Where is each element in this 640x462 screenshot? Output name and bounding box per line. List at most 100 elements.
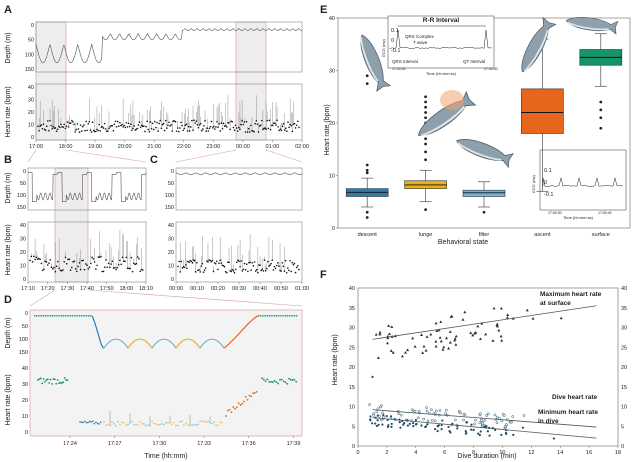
hr-point-a bbox=[38, 129, 40, 132]
point-dive-hr bbox=[433, 419, 437, 423]
point-dive-hr bbox=[504, 423, 508, 426]
hr-point-c bbox=[244, 268, 247, 271]
data-layer bbox=[28, 16, 624, 440]
panel-f-x-tick: 6 bbox=[443, 450, 446, 456]
hr-point-a bbox=[166, 127, 168, 129]
hr-point-lunge bbox=[139, 421, 141, 423]
hr-point-a bbox=[91, 121, 94, 123]
hr-point-a bbox=[39, 125, 41, 127]
hr-point-c bbox=[201, 262, 204, 265]
hr-point-lunge bbox=[165, 422, 167, 424]
hr-point-c bbox=[281, 262, 284, 264]
x-tick-a: 19:00 bbox=[88, 144, 102, 150]
hr-point-c bbox=[289, 259, 291, 262]
hr-point-c bbox=[267, 260, 269, 263]
hr-point-surface bbox=[59, 381, 62, 384]
point-dive-hr bbox=[493, 413, 497, 417]
hr-point-ascent bbox=[230, 411, 233, 414]
hr-point-c bbox=[293, 262, 296, 265]
hr-point-b bbox=[30, 255, 33, 258]
panel-f-x-tick: 4 bbox=[414, 450, 417, 456]
hr-point-ascent bbox=[252, 392, 254, 395]
hr-point-b bbox=[88, 266, 91, 269]
hr-point-surface bbox=[49, 378, 52, 381]
hr-point-a bbox=[174, 120, 177, 123]
point-dive-hr bbox=[485, 414, 488, 417]
hr-point-b bbox=[96, 264, 98, 267]
point-dive-hr bbox=[422, 417, 425, 421]
hr-point-b bbox=[62, 269, 64, 271]
hr-point-a bbox=[255, 119, 258, 122]
hr-point-b bbox=[119, 259, 121, 262]
hr-point-lunge bbox=[181, 420, 183, 422]
x-tick-a: 00:00 bbox=[236, 144, 250, 150]
point-max-surface bbox=[474, 331, 478, 334]
point-max-surface bbox=[385, 341, 389, 345]
hr-point-lunge bbox=[145, 425, 147, 427]
hr-point-c bbox=[259, 264, 261, 266]
depth-tick-a: 150 bbox=[25, 67, 34, 73]
hr-point-surface bbox=[62, 381, 65, 384]
zoom-connector-c bbox=[175, 149, 303, 163]
point-max-surface bbox=[500, 338, 504, 342]
hr-tick-c: 10 bbox=[168, 264, 174, 270]
hr-point-c bbox=[217, 268, 219, 271]
point-min-hr bbox=[505, 432, 508, 435]
hr-point-a bbox=[121, 123, 123, 126]
hr-point-b bbox=[84, 263, 87, 265]
hr-point-lunge bbox=[111, 421, 113, 423]
hr-point-a bbox=[298, 126, 300, 129]
point-max-surface bbox=[422, 344, 426, 348]
hr-point-b bbox=[111, 260, 114, 263]
hr-point-a bbox=[191, 119, 193, 122]
whale-icon-filter bbox=[456, 139, 515, 169]
hr-point-b bbox=[135, 262, 138, 265]
hr-point-lunge bbox=[113, 423, 115, 425]
point-dive-hr bbox=[425, 406, 428, 409]
hr-point-a bbox=[244, 131, 247, 133]
hr-point-a bbox=[214, 128, 216, 130]
hr-point-a bbox=[139, 126, 142, 128]
hr-point-lunge bbox=[123, 422, 125, 424]
panel-f-y-tick-right: 30 bbox=[621, 326, 627, 332]
panel-a-depth-axis-title: Depth (m) bbox=[5, 32, 12, 63]
panel-d-depth-axis-title: Depth (m) bbox=[5, 317, 12, 348]
hr-point-b bbox=[86, 264, 88, 267]
point-dive-hr bbox=[500, 419, 504, 423]
hr-point-a bbox=[279, 128, 282, 130]
panel-f-x-tick: 10 bbox=[499, 450, 505, 456]
point-min-hr bbox=[493, 428, 497, 431]
x-tick-b: 17:10 bbox=[21, 286, 35, 292]
hr-point-b bbox=[83, 268, 86, 271]
hr-point-a bbox=[194, 122, 196, 124]
hr-point-surface bbox=[66, 379, 69, 382]
hr-point-b bbox=[63, 260, 65, 263]
point-min-hr bbox=[464, 429, 467, 433]
hr-point-a bbox=[216, 120, 218, 123]
hr-point-a bbox=[179, 127, 181, 129]
hr-point-surface bbox=[291, 379, 294, 381]
hr-point-a bbox=[234, 124, 237, 127]
hr-point-lunge bbox=[133, 424, 135, 426]
hr-point-b bbox=[81, 259, 83, 262]
hr-point-a bbox=[212, 125, 215, 128]
hr-point-lunge bbox=[143, 423, 145, 425]
outlier-lunge bbox=[424, 95, 427, 99]
hr-point-a bbox=[291, 130, 294, 133]
hr-point-a bbox=[247, 127, 250, 130]
point-max-surface bbox=[492, 306, 496, 310]
hr-point-a bbox=[253, 131, 255, 133]
hr-point-b bbox=[131, 270, 134, 273]
hr-point-lunge bbox=[163, 423, 165, 426]
hr-point-c bbox=[199, 271, 201, 273]
hr-point-c bbox=[233, 271, 236, 274]
hr-point-c bbox=[177, 265, 179, 268]
panel-f-y-tick-right: 20 bbox=[621, 365, 627, 371]
point-max-surface bbox=[495, 322, 499, 326]
outlier-descent bbox=[365, 163, 369, 167]
hr-point-lunge bbox=[131, 420, 133, 423]
hr-point-a bbox=[190, 126, 192, 128]
hr-point-ascent bbox=[243, 400, 245, 403]
hr-point-c bbox=[179, 271, 182, 273]
hr-point-b bbox=[120, 263, 122, 266]
